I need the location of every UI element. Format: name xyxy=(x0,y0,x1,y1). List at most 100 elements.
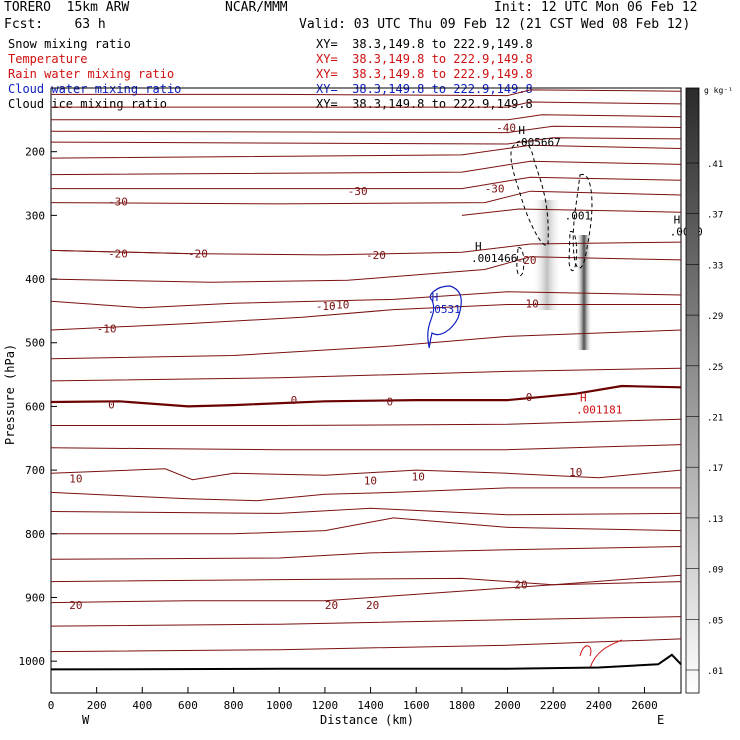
warm-isotherm-0 xyxy=(51,418,682,426)
colorbar-units: g kg⁻¹ xyxy=(704,86,733,95)
x-tick-label: 1400 xyxy=(357,699,384,712)
colorbar-label: .05 xyxy=(707,616,723,626)
extremum-tag: H xyxy=(580,392,587,405)
extremum-tag: H xyxy=(518,124,525,137)
extremum-value: .001466 xyxy=(471,252,517,265)
y-axis-title: Pressure (hPa) xyxy=(3,344,17,445)
contour-label: 20 xyxy=(325,599,338,612)
legend-rain-label: Rain water mixing ratio xyxy=(8,67,175,81)
forecast-hour: Fcst: 63 h xyxy=(4,17,106,32)
warm-isotherm-7 xyxy=(50,574,682,586)
x-tick-label: 2200 xyxy=(540,699,567,712)
isotherm-label: -20 xyxy=(366,249,386,262)
isotherm-16 xyxy=(50,329,682,360)
snow-band-main xyxy=(576,235,592,350)
ice-contour-1 xyxy=(510,140,549,246)
valid-time: Valid: 03 UTC Thu 09 Feb 12 (21 CST Wed … xyxy=(299,17,691,32)
isotherm-3 xyxy=(50,125,682,134)
plot-frame xyxy=(50,87,682,694)
isotherm-5 xyxy=(50,144,682,159)
colorbar-label: .29 xyxy=(707,312,723,322)
isotherm-6 xyxy=(50,160,682,176)
colorbar-ticks: .01 .05 .09 .13 .17 .21 .25 .29 .33 .37 .41 xyxy=(686,160,723,677)
x-tick-label: 2400 xyxy=(586,699,613,712)
isotherm-14 xyxy=(50,304,681,331)
y-tick-label: 1000 xyxy=(19,655,46,668)
contour-label: 10 xyxy=(412,470,425,483)
warm-isotherm-2 xyxy=(50,468,682,481)
contour-label: 10 xyxy=(364,474,377,487)
rain-contour-2 xyxy=(589,639,623,669)
warm-isotherm-4 xyxy=(50,507,682,516)
x-tick-label: 1000 xyxy=(266,699,293,712)
contour-label: 10 xyxy=(69,472,82,485)
isotherm-2 xyxy=(51,114,682,121)
colorbar-label: .09 xyxy=(707,566,723,576)
contour-label-layer: -40-30-30-30-20 -20 -20-10-10-100-100 0 010 1… xyxy=(69,121,702,612)
x-tick-label: 0 xyxy=(48,699,55,712)
isotherm-label: -20 xyxy=(188,248,208,261)
y-tick-label: 200 xyxy=(25,146,45,159)
warm-isotherm-5 xyxy=(51,517,682,535)
isotherm-11 xyxy=(50,249,189,255)
y-tick-label: 800 xyxy=(25,528,45,541)
warm-isotherm-8 xyxy=(50,581,682,604)
colorbar-label: .21 xyxy=(707,414,723,424)
isotherm-layer xyxy=(50,89,682,653)
colorbar-label: .41 xyxy=(707,160,723,170)
ice-contour-2 xyxy=(572,173,593,269)
x-axis-title: Distance (km) xyxy=(320,713,414,727)
init-time: Init: 12 UTC Mon 06 Feb 12 xyxy=(494,0,698,15)
zero-isotherm-label: 0 xyxy=(108,399,115,412)
zero-isotherm xyxy=(50,384,682,408)
contour-label: 20 xyxy=(514,579,527,592)
isotherm-7 xyxy=(51,176,682,190)
isotherm-label: -10 xyxy=(519,297,539,310)
legend-cloud-water-label: Cloud water mixing ratio xyxy=(8,82,182,96)
cloud-water-contour xyxy=(427,285,462,349)
colorbar-label: .01 xyxy=(707,667,723,677)
x-tick-label: 400 xyxy=(132,699,152,712)
isotherm-8 xyxy=(50,190,682,205)
isotherm-12 xyxy=(50,256,682,283)
contour-label: 10 xyxy=(569,466,582,479)
colorbar-label: .17 xyxy=(707,464,723,474)
colorbar-label: .13 xyxy=(707,515,723,525)
y-tick-label: 900 xyxy=(25,591,45,604)
terrain-line xyxy=(50,653,682,671)
extremum-tag: H xyxy=(432,291,439,304)
legend-snow-label: Snow mixing ratio xyxy=(8,37,131,51)
warm-isotherm-1 xyxy=(50,444,682,451)
contour-label: 20 xyxy=(69,599,82,612)
contour-label: 0 xyxy=(526,391,533,404)
y-tick-label: 600 xyxy=(25,400,45,413)
legend-temperature-label: Temperature xyxy=(8,52,88,66)
x-tick-label: 200 xyxy=(87,699,107,712)
isotherm-label: -30 xyxy=(348,185,368,198)
west-label: W xyxy=(82,713,90,727)
center-title: NCAR/MMM xyxy=(225,0,288,15)
legend-temperature-xy: XY= 38.3,149.8 to 222.9,149.8 xyxy=(316,52,533,66)
extremum-value: .0531 xyxy=(428,303,461,316)
warm-isotherm-3 xyxy=(50,487,681,502)
x-tick-label: 2600 xyxy=(631,699,658,712)
warm-isotherm-10 xyxy=(50,638,682,653)
extremum-value: .001 xyxy=(565,209,592,222)
contour-label: 20 xyxy=(366,599,379,612)
isotherm-label: -30 xyxy=(485,183,505,196)
legend-snow-xy: XY= 38.3,149.8 to 222.9,149.8 xyxy=(316,37,533,51)
extremum-value: .001181 xyxy=(576,404,622,417)
contour-label: -10 xyxy=(316,300,336,313)
warm-isotherm-6 xyxy=(50,546,682,560)
x-tick-label: 1600 xyxy=(403,699,430,712)
isotherm-4 xyxy=(50,137,682,145)
y-tick-label: 500 xyxy=(25,337,45,350)
y-tick-label: 400 xyxy=(25,273,45,286)
y-tick-label: 300 xyxy=(25,209,45,222)
extremum-value: .005667 xyxy=(514,136,560,149)
extremum-tag: H xyxy=(475,240,482,253)
isotherm-13 xyxy=(50,291,682,309)
snow-band-secondary xyxy=(532,200,562,310)
isotherm-9 xyxy=(461,208,682,216)
